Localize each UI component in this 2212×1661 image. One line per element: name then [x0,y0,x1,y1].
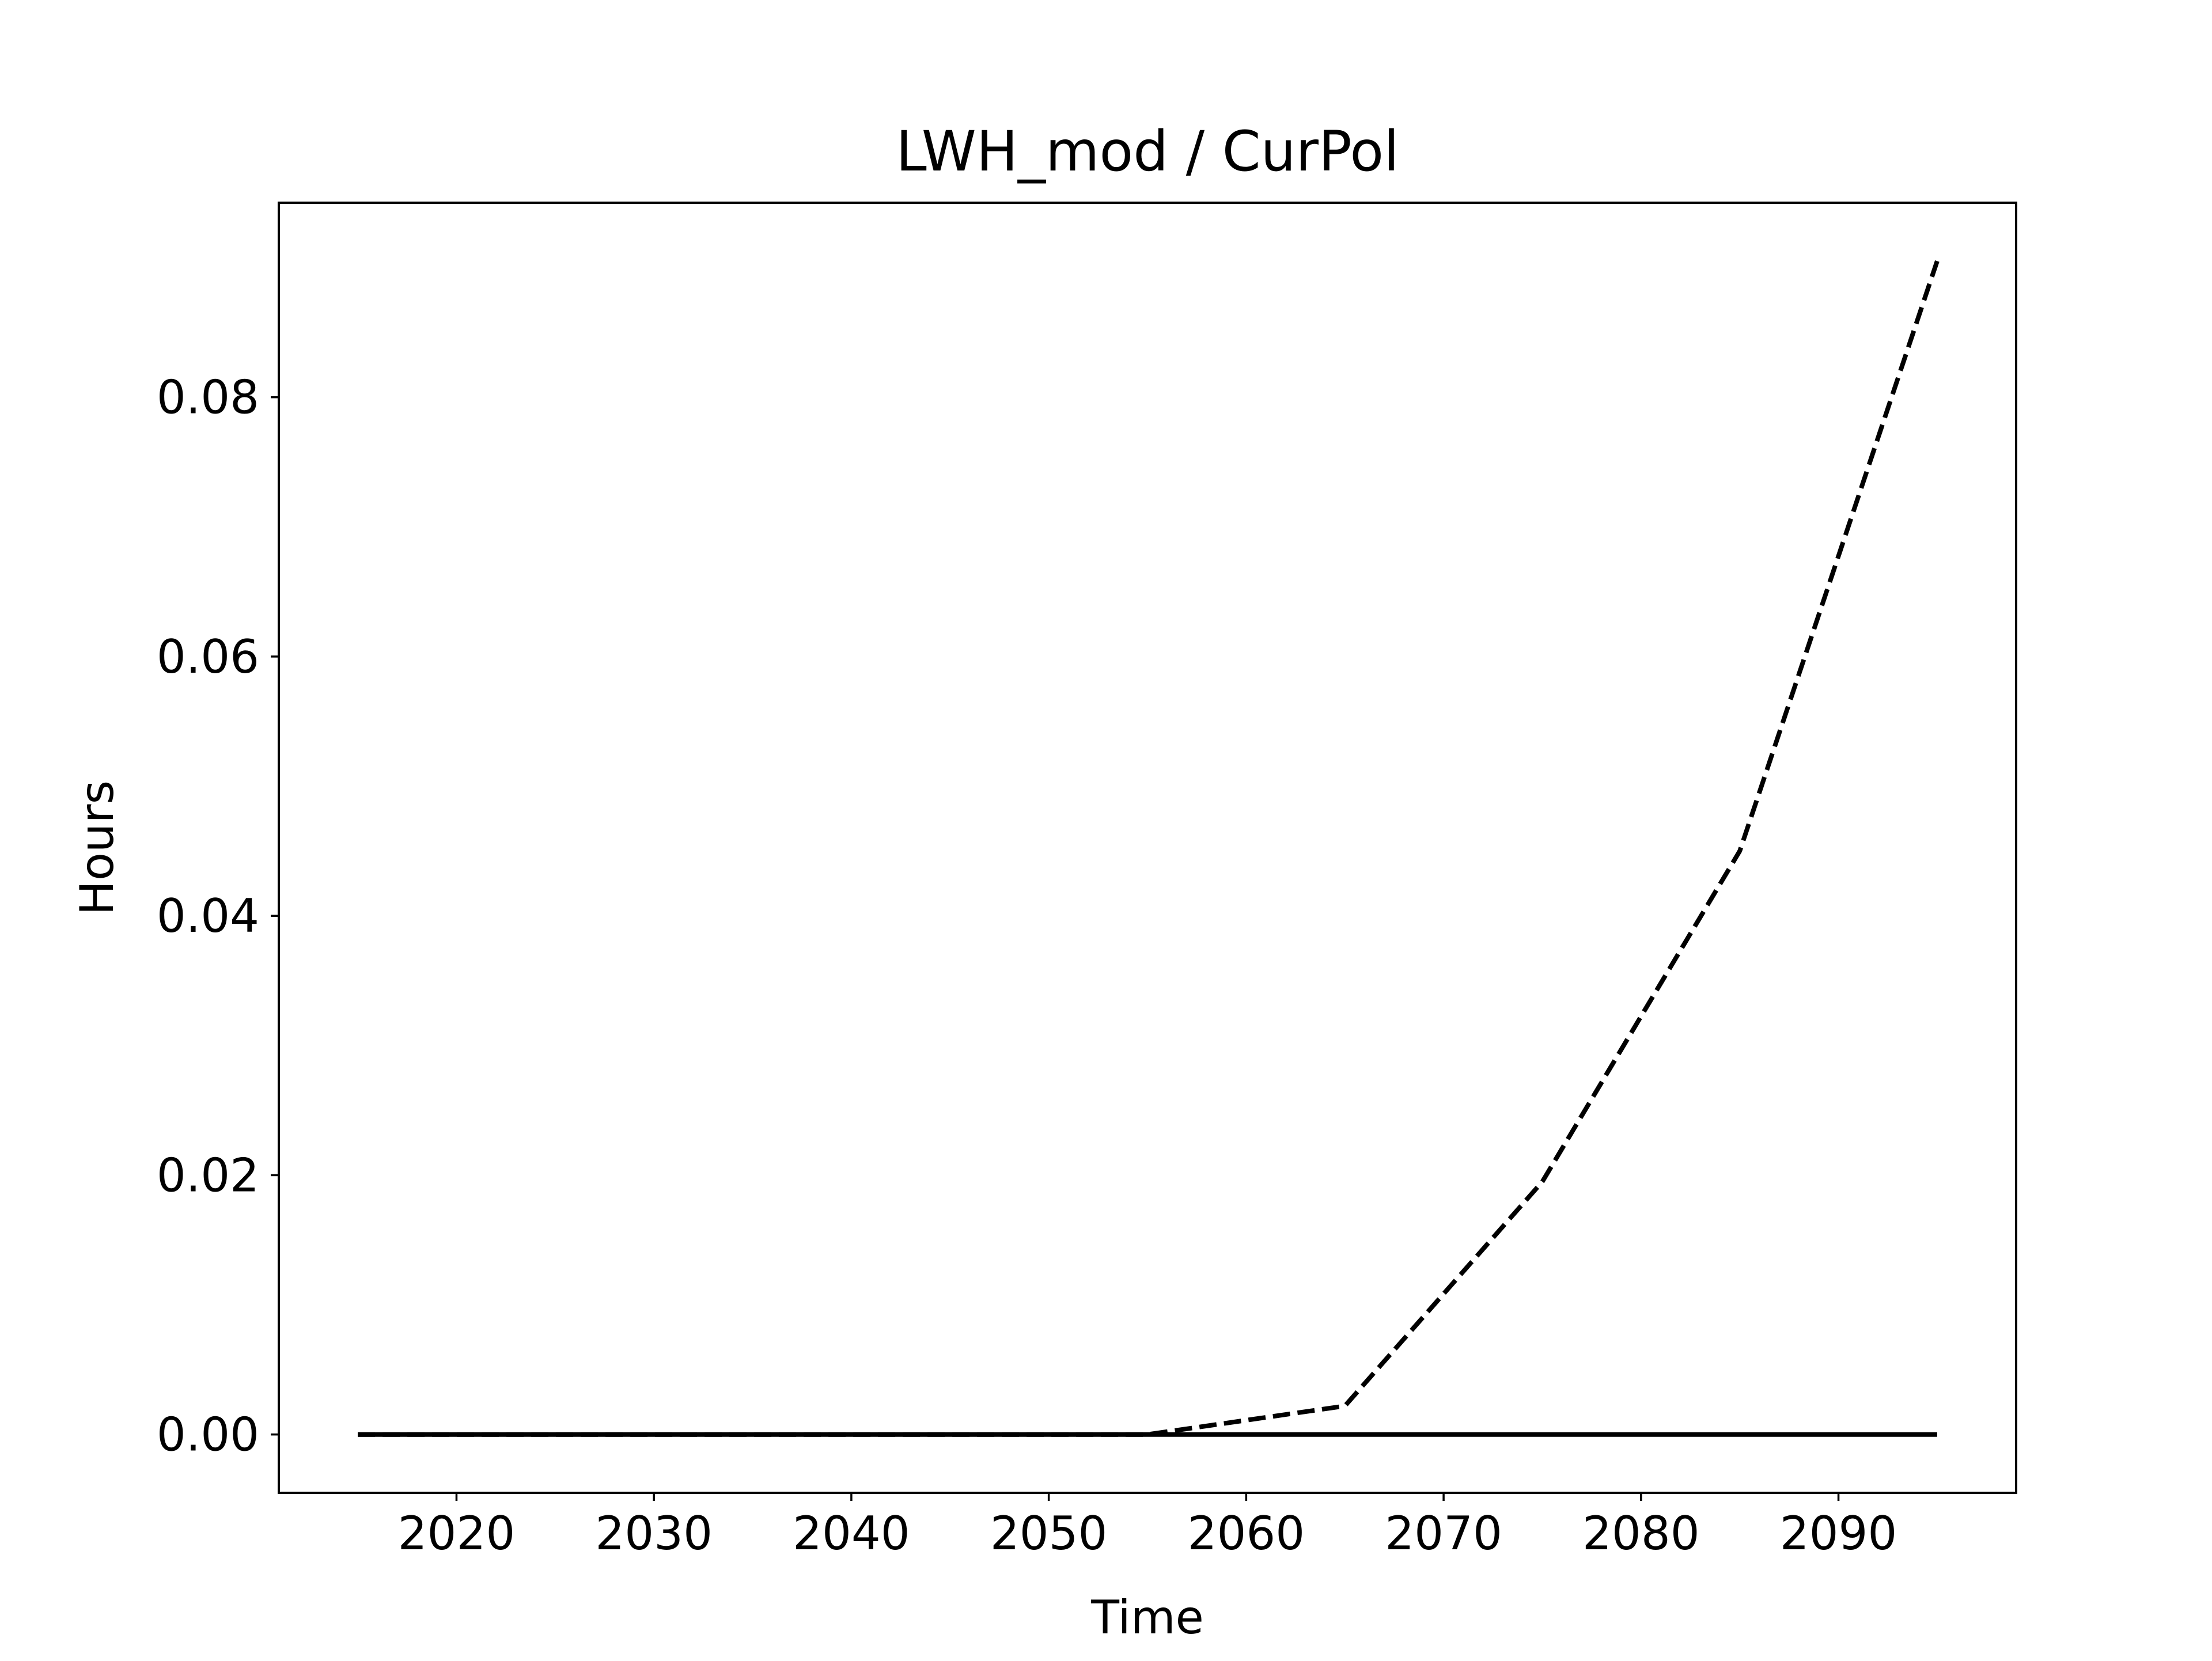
x-axis-ticks: 2020 2030 2040 2050 2060 2070 2080 2090 [398,1493,1897,1560]
x-axis-label: Time [1090,1591,1204,1644]
x-tick-label: 2090 [1780,1507,1897,1560]
x-tick-label: 2030 [595,1507,713,1560]
chart-title: LWH_mod / CurPol [896,119,1399,184]
y-tick-label: 0.02 [157,1148,259,1202]
x-tick-label: 2080 [1582,1507,1700,1560]
y-axis-ticks: 0.00 0.02 0.04 0.06 0.08 [157,371,279,1462]
x-tick-label: 2050 [990,1507,1108,1560]
x-tick-label: 2070 [1385,1507,1502,1560]
y-tick-label: 0.04 [157,889,259,943]
x-tick-label: 2060 [1188,1507,1305,1560]
series-layer [358,260,1940,1437]
x-tick-label: 2040 [793,1507,910,1560]
y-axis-label: Hours [70,780,124,915]
y-tick-label: 0.06 [157,630,259,684]
y-tick-label: 0.00 [157,1408,259,1462]
y-tick-label: 0.08 [157,371,259,424]
x-tick-label: 2020 [398,1507,516,1560]
plot-area-frame [278,202,2017,1494]
